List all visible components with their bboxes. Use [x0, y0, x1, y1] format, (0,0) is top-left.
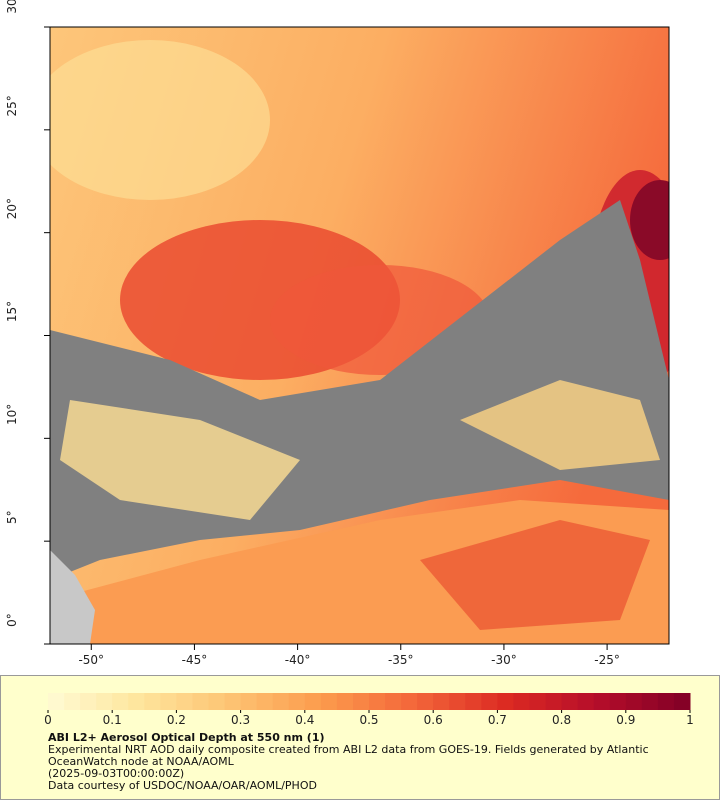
colorbar-segment — [352, 693, 370, 710]
colorbar-segment — [593, 693, 611, 710]
colorbar-segment — [304, 693, 322, 710]
y-tick-label: 15° — [5, 301, 19, 322]
colorbar-segment — [369, 693, 386, 710]
colorbar-segment — [609, 693, 627, 710]
colorbar-tick-label: 0.9 — [616, 713, 635, 726]
colorbar-tick-label: 0.4 — [295, 713, 314, 726]
colorbar-segment — [465, 693, 482, 710]
colorbar-segment — [240, 693, 258, 710]
colorbar-segment — [96, 693, 113, 710]
colorbar-tick-label: 0.1 — [103, 713, 122, 726]
colorbar-segment — [641, 693, 659, 710]
colorbar-segment — [176, 693, 193, 710]
colorbar-tick-label: 0.2 — [167, 713, 186, 726]
y-tick-label: 5° — [5, 510, 19, 524]
colorbar-tick-label: 0.7 — [488, 713, 507, 726]
y-tick-label: 30° — [5, 0, 19, 14]
legend-box: 0 0.1 0.2 0.3 0.4 0.5 0.6 0.7 0.8 0.9 1 ABI L2+ Ae… — [0, 675, 720, 800]
colorbar-segment — [192, 693, 209, 710]
colorbar-segment — [208, 693, 226, 710]
colorbar-segment — [545, 693, 563, 710]
colorbar-tick-label: 1 — [686, 713, 694, 726]
colorbar-segment — [336, 693, 354, 710]
colorbar-segment — [481, 693, 498, 710]
x-tick-label: -30° — [491, 653, 517, 667]
colorbar-segment — [80, 693, 97, 710]
colorbar-segment — [112, 693, 129, 710]
legend-line: (2025-09-03T00:00:00Z) — [48, 767, 185, 780]
colorbar-segment — [48, 693, 65, 710]
colorbar-tick-label: 0.6 — [424, 713, 443, 726]
colorbar-segment — [513, 693, 530, 710]
x-tick-label: -50° — [78, 653, 104, 667]
x-tick-label: -25° — [594, 653, 620, 667]
legend-title: ABI L2+ Aerosol Optical Depth at 550 nm … — [48, 731, 325, 744]
colorbar-segment — [64, 693, 81, 710]
colorbar-segment — [385, 693, 402, 710]
colorbar-segment — [657, 693, 675, 710]
x-tick-label: -45° — [182, 653, 208, 667]
map-raster — [50, 27, 669, 644]
colorbar-segment — [401, 693, 418, 710]
colorbar-segment — [128, 693, 145, 710]
colorbar-segment — [288, 693, 306, 710]
colorbar-segment — [577, 693, 595, 710]
y-tick-label: 10° — [5, 404, 19, 425]
x-tick-label: -40° — [285, 653, 311, 667]
colorbar-segment — [417, 693, 434, 710]
colorbar-tick-label: 0 — [44, 713, 52, 726]
colorbar-segment — [320, 693, 338, 710]
colorbar: 0 0.1 0.2 0.3 0.4 0.5 0.6 0.7 0.8 0.9 1 — [44, 693, 694, 726]
colorbar-segment — [673, 693, 691, 710]
colorbar-segment — [497, 693, 514, 710]
y-tick-label: 0° — [5, 613, 19, 627]
y-tick-label: 20° — [5, 198, 19, 219]
colorbar-segment — [256, 693, 274, 710]
map-chart: -50° -45° -40° -35° -30° -25° 0° 5° 10° 15° 20° 25°… — [5, 0, 670, 667]
colorbar-segment — [625, 693, 643, 710]
legend-line: OceanWatch node at NOAA/AOML — [48, 755, 234, 768]
x-tick-label: -35° — [388, 653, 414, 667]
colorbar-tick-label: 0.5 — [359, 713, 378, 726]
colorbar-tick-label: 0.3 — [231, 713, 250, 726]
y-tick-label: 25° — [5, 95, 19, 116]
legend-text: ABI L2+ Aerosol Optical Depth at 550 nm … — [1, 732, 719, 792]
colorbar-tick-label: 0.8 — [552, 713, 571, 726]
colorbar-segment — [272, 693, 290, 710]
legend-line: Data courtesy of USDOC/NOAA/OAR/AOML/PHO… — [48, 779, 317, 792]
legend-line: Experimental NRT AOD daily composite cre… — [48, 743, 649, 756]
colorbar-segment — [561, 693, 579, 710]
colorbar-segment — [529, 693, 547, 710]
colorbar-segment — [449, 693, 466, 710]
colorbar-segment — [224, 693, 242, 710]
colorbar-segment — [433, 693, 450, 710]
colorbar-segment — [160, 693, 177, 710]
colorbar-segment — [144, 693, 161, 710]
